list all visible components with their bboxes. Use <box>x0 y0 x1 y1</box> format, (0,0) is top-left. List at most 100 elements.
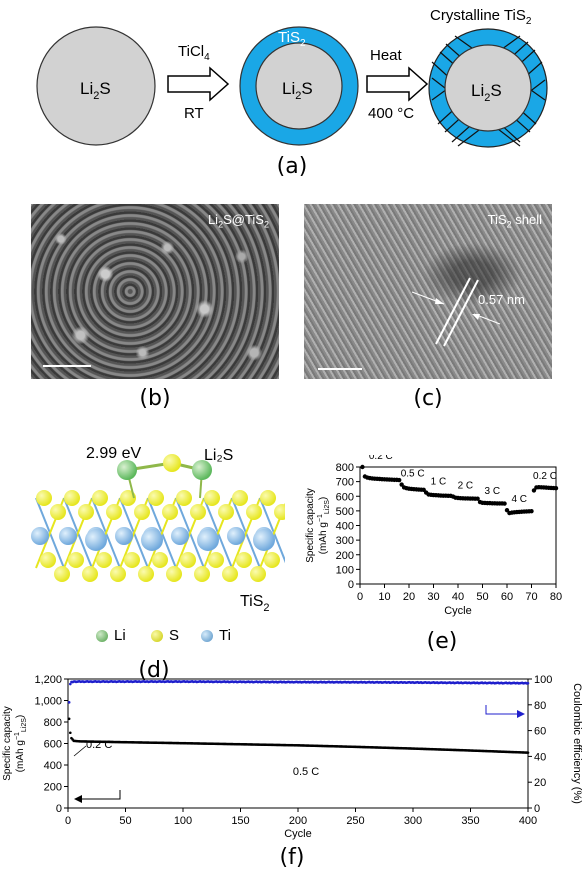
atom-structure <box>31 454 285 582</box>
data-point <box>475 496 480 501</box>
li-legend-icon <box>96 630 108 642</box>
rate-main-label: 0.5 C <box>293 766 319 778</box>
s-atom <box>124 552 140 568</box>
s-legend-icon <box>151 630 163 642</box>
tem-scale-bar <box>318 368 362 370</box>
s-atom <box>208 552 224 568</box>
rate-initial-label: 0.2 C <box>86 739 112 751</box>
data-point <box>529 508 534 514</box>
s-atom <box>50 504 66 520</box>
rate-capability-chart: 0 100 200 300 400 500 600 700 800 0 10 20 30 40 50 60 70… <box>305 455 562 617</box>
s-atom <box>218 504 234 520</box>
rate-initial-pointer <box>73 745 87 757</box>
step1-condition: RT <box>184 105 204 122</box>
panel-a-schematic: Li2S TiCl4 RT TiS2 Li2S Heat 400 °C Crys… <box>36 7 548 148</box>
s-atom <box>236 552 252 568</box>
y2-tick-label: 80 <box>534 700 546 712</box>
x-tick-label: 50 <box>476 591 488 603</box>
y-tick-label: 400 <box>336 521 354 533</box>
s-atom <box>138 566 154 582</box>
right-axis-arrow-head <box>517 710 525 718</box>
data-point <box>360 464 365 470</box>
y-axis-unit: (mAh g−1Li2S) <box>14 715 28 773</box>
s-atom <box>64 490 80 506</box>
s-atom <box>106 504 122 520</box>
s-atom <box>134 504 150 520</box>
coated-core-label: Li2S <box>282 79 313 102</box>
li2s-core-label: Li2S <box>80 79 111 102</box>
x-tick-label: 250 <box>346 815 364 827</box>
shell-label: TiS2 <box>278 29 306 49</box>
s-atom <box>40 552 56 568</box>
li2s-particle <box>36 26 156 146</box>
rate-label: 0.5 C <box>401 469 425 480</box>
ti-atom <box>253 529 275 551</box>
efficiency-point <box>67 701 71 704</box>
x-tick-label: 10 <box>378 591 390 603</box>
y-tick-label: 200 <box>336 550 354 562</box>
s-atom <box>82 566 98 582</box>
x-tick-label: 20 <box>403 591 415 603</box>
li2s-core-coated <box>255 42 343 130</box>
ti-atom <box>115 527 133 545</box>
s-atom <box>274 504 285 520</box>
x-tick-label: 0 <box>65 815 71 827</box>
y-tick-label: 100 <box>336 564 354 576</box>
data-point <box>397 477 402 483</box>
li-atom <box>117 460 137 480</box>
x-tick-label: 400 <box>519 815 537 827</box>
panel-c-label: (c) <box>413 386 443 411</box>
y-tick-label: 1,000 <box>34 696 62 708</box>
y-axis-label: Specific capacity <box>2 706 13 780</box>
s-atom <box>166 566 182 582</box>
efficiency-point <box>526 681 530 685</box>
tem-overlay-label: TiS2 shell <box>487 212 542 230</box>
ti-atom <box>59 527 77 545</box>
y-tick-label: 0 <box>348 579 354 591</box>
s-atom <box>96 552 112 568</box>
substrate-label: TiS2 <box>240 593 270 614</box>
atom-legend: Li S Ti <box>96 627 276 647</box>
y2-tick-label: 40 <box>534 751 546 763</box>
cycling-chart: 0 200 400 600 800 1,000 1,200 0 20 40 60 80 100 0 50 10… <box>2 674 583 840</box>
s-atom <box>264 552 280 568</box>
s-atom <box>180 552 196 568</box>
s-atom <box>36 490 52 506</box>
y-tick-label: 500 <box>336 506 354 518</box>
rate-label: 1 C <box>431 477 447 488</box>
rate-label: 0.2 C <box>533 471 557 482</box>
arrow-1-icon <box>167 66 230 102</box>
x-axis-label: Cycle <box>284 828 312 840</box>
lattice-spacing-marker <box>411 277 501 347</box>
s-atom <box>163 454 181 472</box>
ti-atom <box>171 527 189 545</box>
s-atom <box>246 504 262 520</box>
step2-process: Heat <box>370 47 403 64</box>
x-tick-label: 50 <box>119 815 131 827</box>
panel-a-label: (a) <box>276 154 308 179</box>
dft-model: 2.99 eV Li₂S TiS2 <box>31 445 285 614</box>
y-tick-label: 800 <box>336 462 354 474</box>
x-tick-label: 80 <box>550 591 562 603</box>
s-legend-label: S <box>169 627 180 644</box>
x-tick-label: 70 <box>525 591 537 603</box>
adsorbate-label: Li₂S <box>204 447 233 464</box>
y-tick-label: 1,200 <box>34 674 62 686</box>
sem-image: Li2S@TiS2 <box>31 204 279 379</box>
y2-axis-label: Coulombic efficiency (%) <box>571 683 583 804</box>
rate-label: 4 C <box>511 494 527 505</box>
x-tick-label: 300 <box>404 815 422 827</box>
s-atom <box>232 490 248 506</box>
s-atom <box>162 504 178 520</box>
x-tick-label: 100 <box>174 815 192 827</box>
panel-f-label: (f) <box>279 845 305 870</box>
y-tick-label: 200 <box>44 782 62 794</box>
capacity-point <box>69 731 72 735</box>
s-atom <box>190 504 206 520</box>
sem-scale-bar <box>43 365 91 367</box>
s-atom <box>152 552 168 568</box>
rate-label: 0.2 C <box>369 455 393 462</box>
s-atom <box>68 552 84 568</box>
tem-image: TiS2 shell 0.57 nm <box>304 204 552 379</box>
y-tick-label: 400 <box>44 760 62 772</box>
